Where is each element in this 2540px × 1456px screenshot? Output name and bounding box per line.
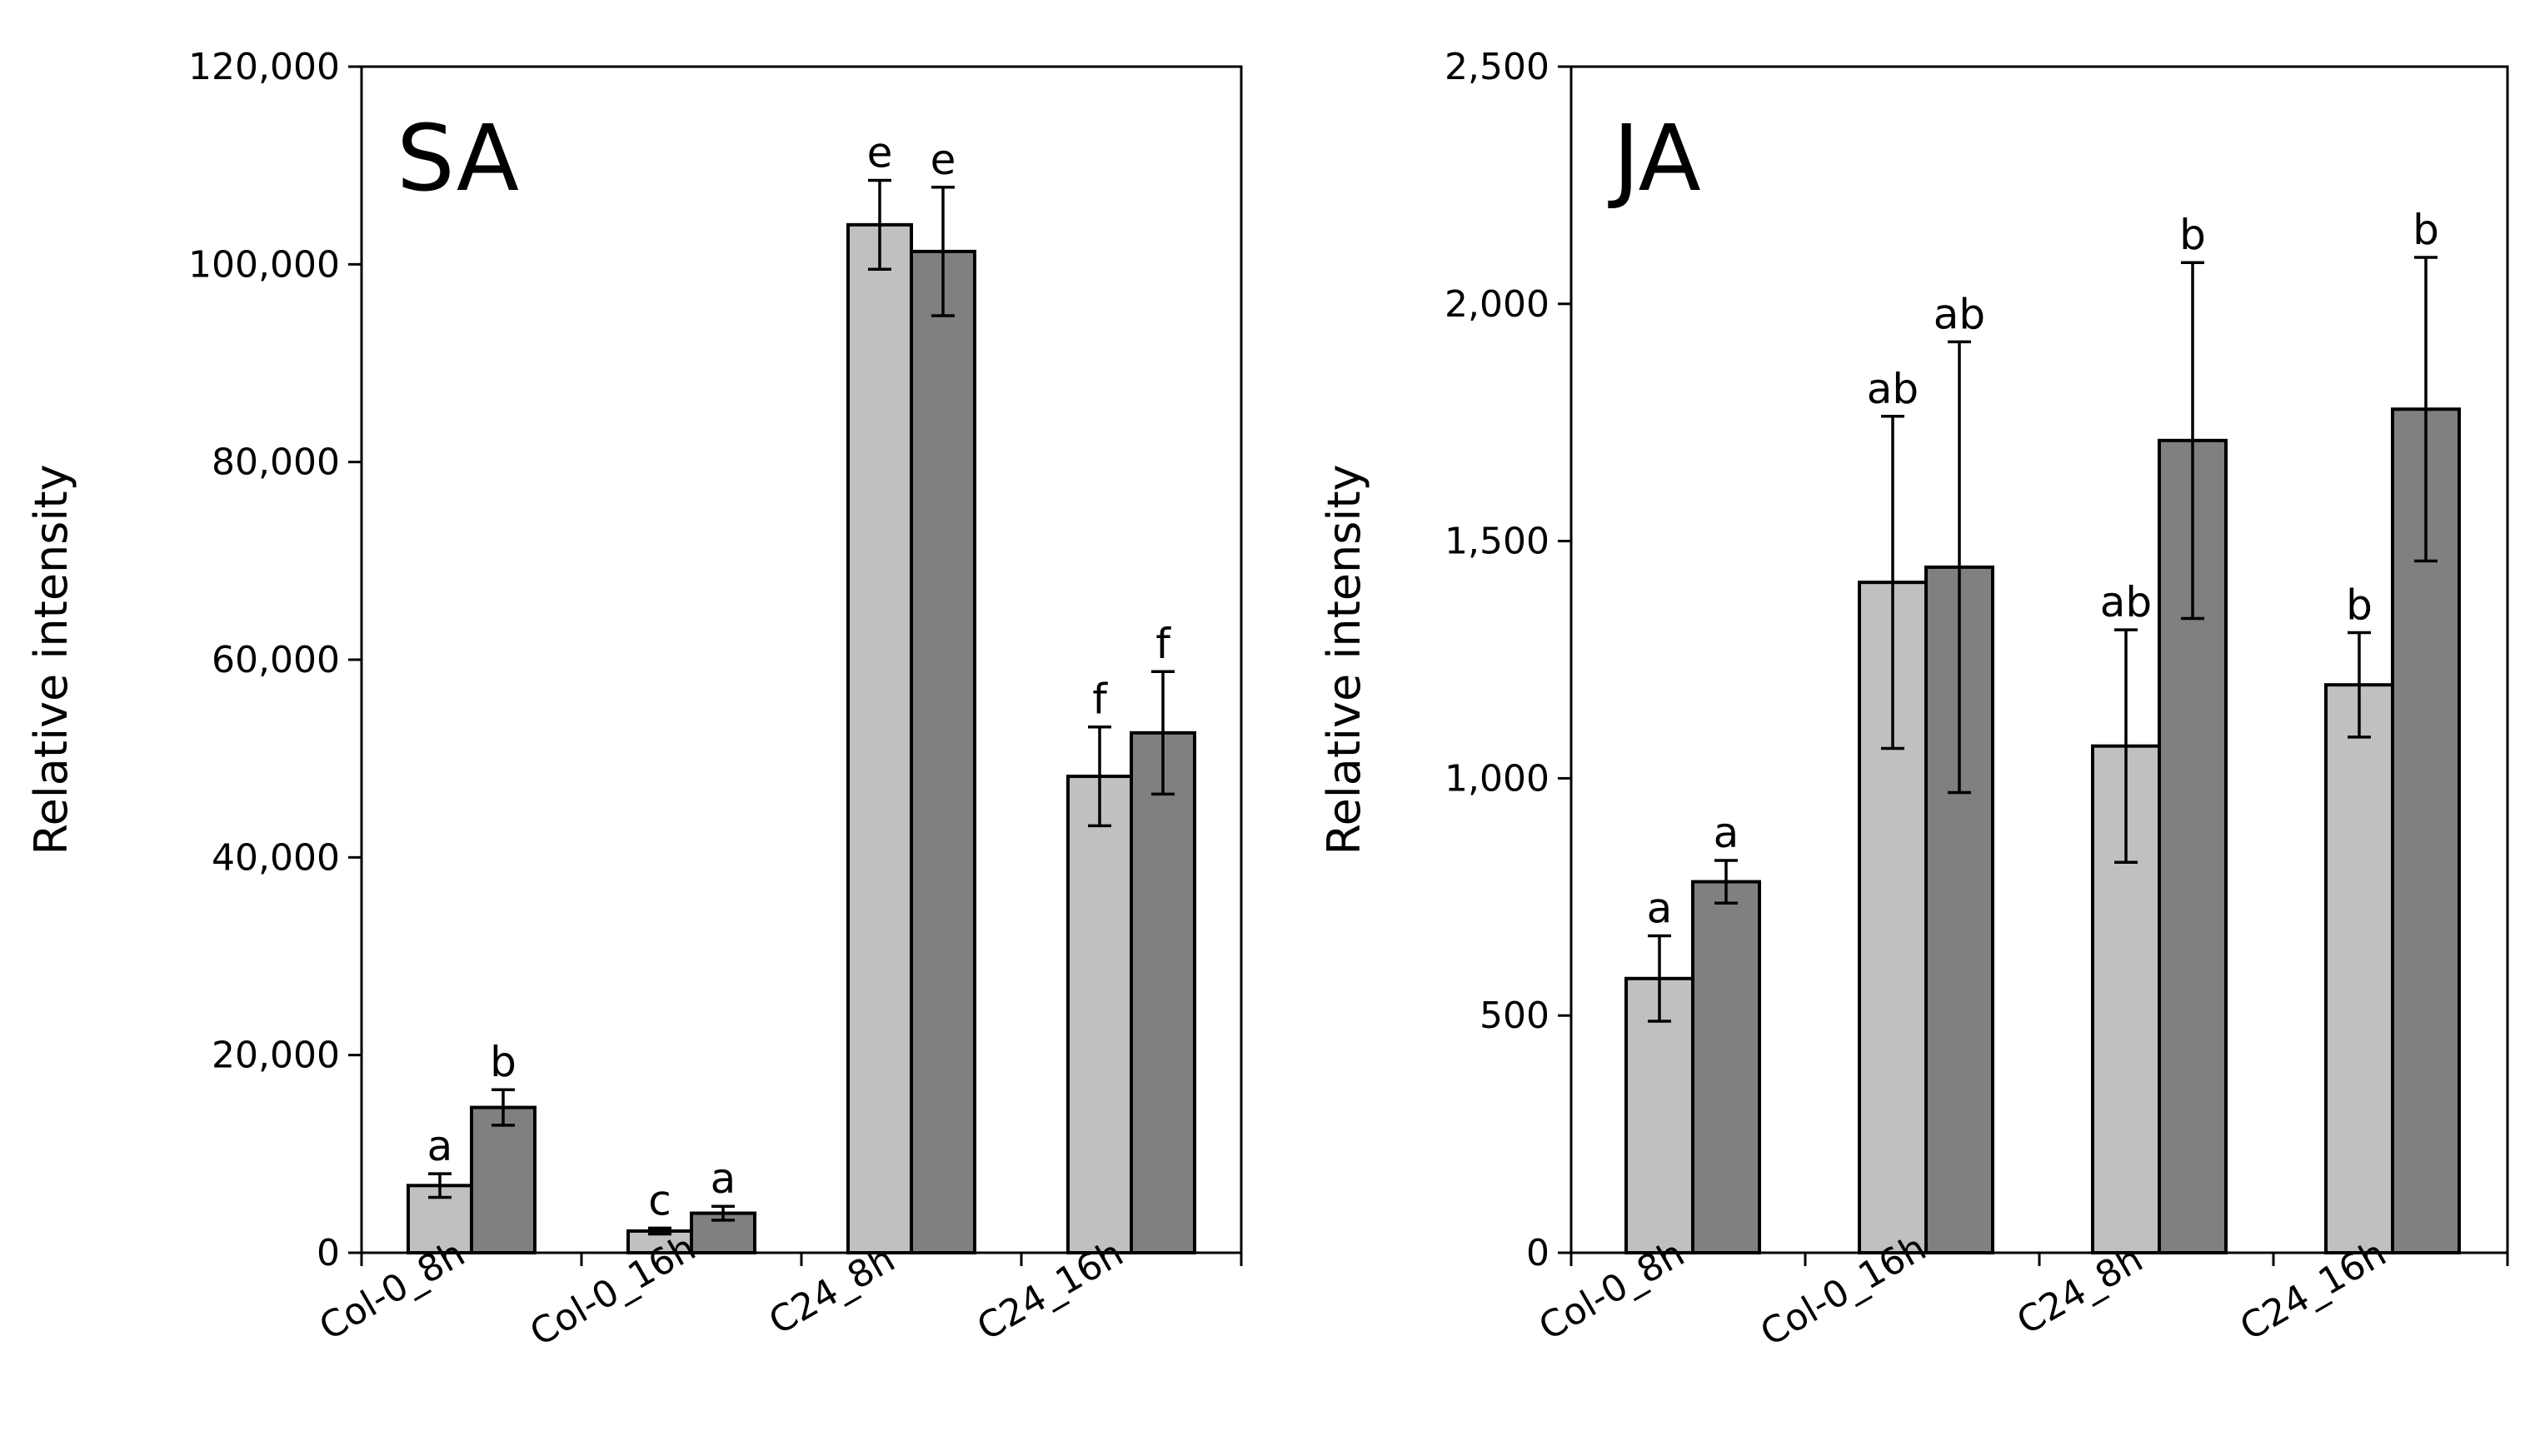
ja-y-tick-label: 2,000: [1445, 283, 1549, 326]
ja-significance-label: b: [2413, 206, 2439, 254]
sa-error-bar-col-0-16h-s1: [648, 1226, 671, 1236]
sa-significance-label: f: [1092, 676, 1108, 724]
sa-error-bar-c24-8h-s2: [931, 186, 955, 317]
sa-error-bar-col-0-8h-s2: [492, 1088, 515, 1127]
sa-significance-label: e: [867, 128, 893, 177]
sa-panel-title: SA: [397, 105, 519, 212]
sa-bar-c24-8h-s2: [910, 249, 976, 1255]
sa-error-bar-col-0-16h-s2: [711, 1204, 735, 1222]
ja-category-label: Col-0_8h: [1532, 1232, 1691, 1349]
sa-error-bar-c24-8h-s1: [868, 178, 891, 272]
ja-significance-label: b: [2346, 581, 2373, 630]
ja-significance-label: a: [1647, 885, 1673, 933]
sa-bar-col-0-8h-s2: [470, 1105, 536, 1255]
ja-error-bar-col-0-8h-s1: [1648, 934, 1671, 1023]
ja-significance-label: b: [2179, 211, 2206, 259]
sa-y-tick-label: 120,000: [188, 46, 340, 88]
ja-error-bar-col-0-16h-s2: [1948, 340, 1971, 795]
ja-y-tick-label: 2,500: [1445, 46, 1549, 88]
sa-category-label: C24_16h: [971, 1232, 1130, 1349]
ja-panel-title: JA: [1608, 105, 1701, 212]
sa-significance-label: f: [1155, 620, 1171, 668]
sa-bar-c24-8h-s1: [846, 222, 913, 1254]
ja-category-label: Col-0_16h: [1754, 1226, 1934, 1354]
ja-y-tick-label: 1,000: [1445, 757, 1549, 800]
sa-y-tick-label: 80,000: [212, 441, 340, 484]
sa-bar-c24-16h-s2: [1130, 730, 1196, 1254]
ja-panel: 05001,0001,5002,0002,500aaCol-0_8hababCo…: [1318, 46, 2509, 1354]
ja-error-bar-c24-16h-s2: [2414, 256, 2438, 563]
sa-bar-c24-16h-s1: [1066, 775, 1133, 1254]
sa-y-tick-label: 20,000: [212, 1035, 340, 1077]
ja-significance-label: ab: [2100, 578, 2152, 626]
ja-significance-label: ab: [1867, 365, 1919, 413]
sa-significance-label: a: [711, 1154, 736, 1203]
sa-significance-label: e: [931, 136, 956, 184]
ja-error-bar-c24-8h-s1: [2114, 628, 2138, 864]
ja-y-tick-label: 0: [1526, 1232, 1549, 1274]
sa-significance-label: c: [648, 1176, 671, 1224]
sa-category-label: Col-0_16h: [523, 1226, 703, 1354]
sa-y-tick-label: 0: [317, 1232, 340, 1274]
ja-bar-col-0-8h-s2: [1691, 880, 1761, 1254]
ja-category-label: C24_16h: [2233, 1232, 2393, 1349]
ja-significance-label: ab: [1934, 290, 1985, 338]
ja-y-tick-label: 500: [1480, 995, 1549, 1037]
ja-y-axis-label: Relative intensity: [1318, 464, 1370, 855]
ja-y-tick-label: 1,500: [1445, 521, 1549, 563]
ja-error-bar-col-0-8h-s2: [1714, 859, 1738, 905]
sa-significance-label: a: [427, 1122, 453, 1170]
sa-y-tick-label: 40,000: [212, 836, 340, 879]
sa-y-axis-label: Relative intensity: [25, 464, 77, 855]
sa-significance-label: b: [490, 1038, 516, 1086]
sa-y-tick-label: 100,000: [188, 243, 340, 286]
ja-error-bar-c24-8h-s2: [2181, 261, 2204, 621]
sa-error-bar-col-0-8h-s1: [428, 1172, 452, 1199]
ja-significance-label: a: [1714, 809, 1739, 857]
ja-bar-c24-16h-s1: [2324, 683, 2394, 1254]
sa-error-bar-c24-16h-s1: [1088, 725, 1111, 828]
sa-panel: 0 20,000 40,000 60,000 80,000 100,000 120,000 a…: [25, 46, 1243, 1354]
ja-error-bar-col-0-16h-s1: [1881, 415, 1904, 750]
sa-y-tick-label: 60,000: [212, 639, 340, 681]
sa-error-bar-c24-16h-s2: [1151, 670, 1175, 796]
ja-error-bar-c24-16h-s1: [2348, 631, 2371, 739]
